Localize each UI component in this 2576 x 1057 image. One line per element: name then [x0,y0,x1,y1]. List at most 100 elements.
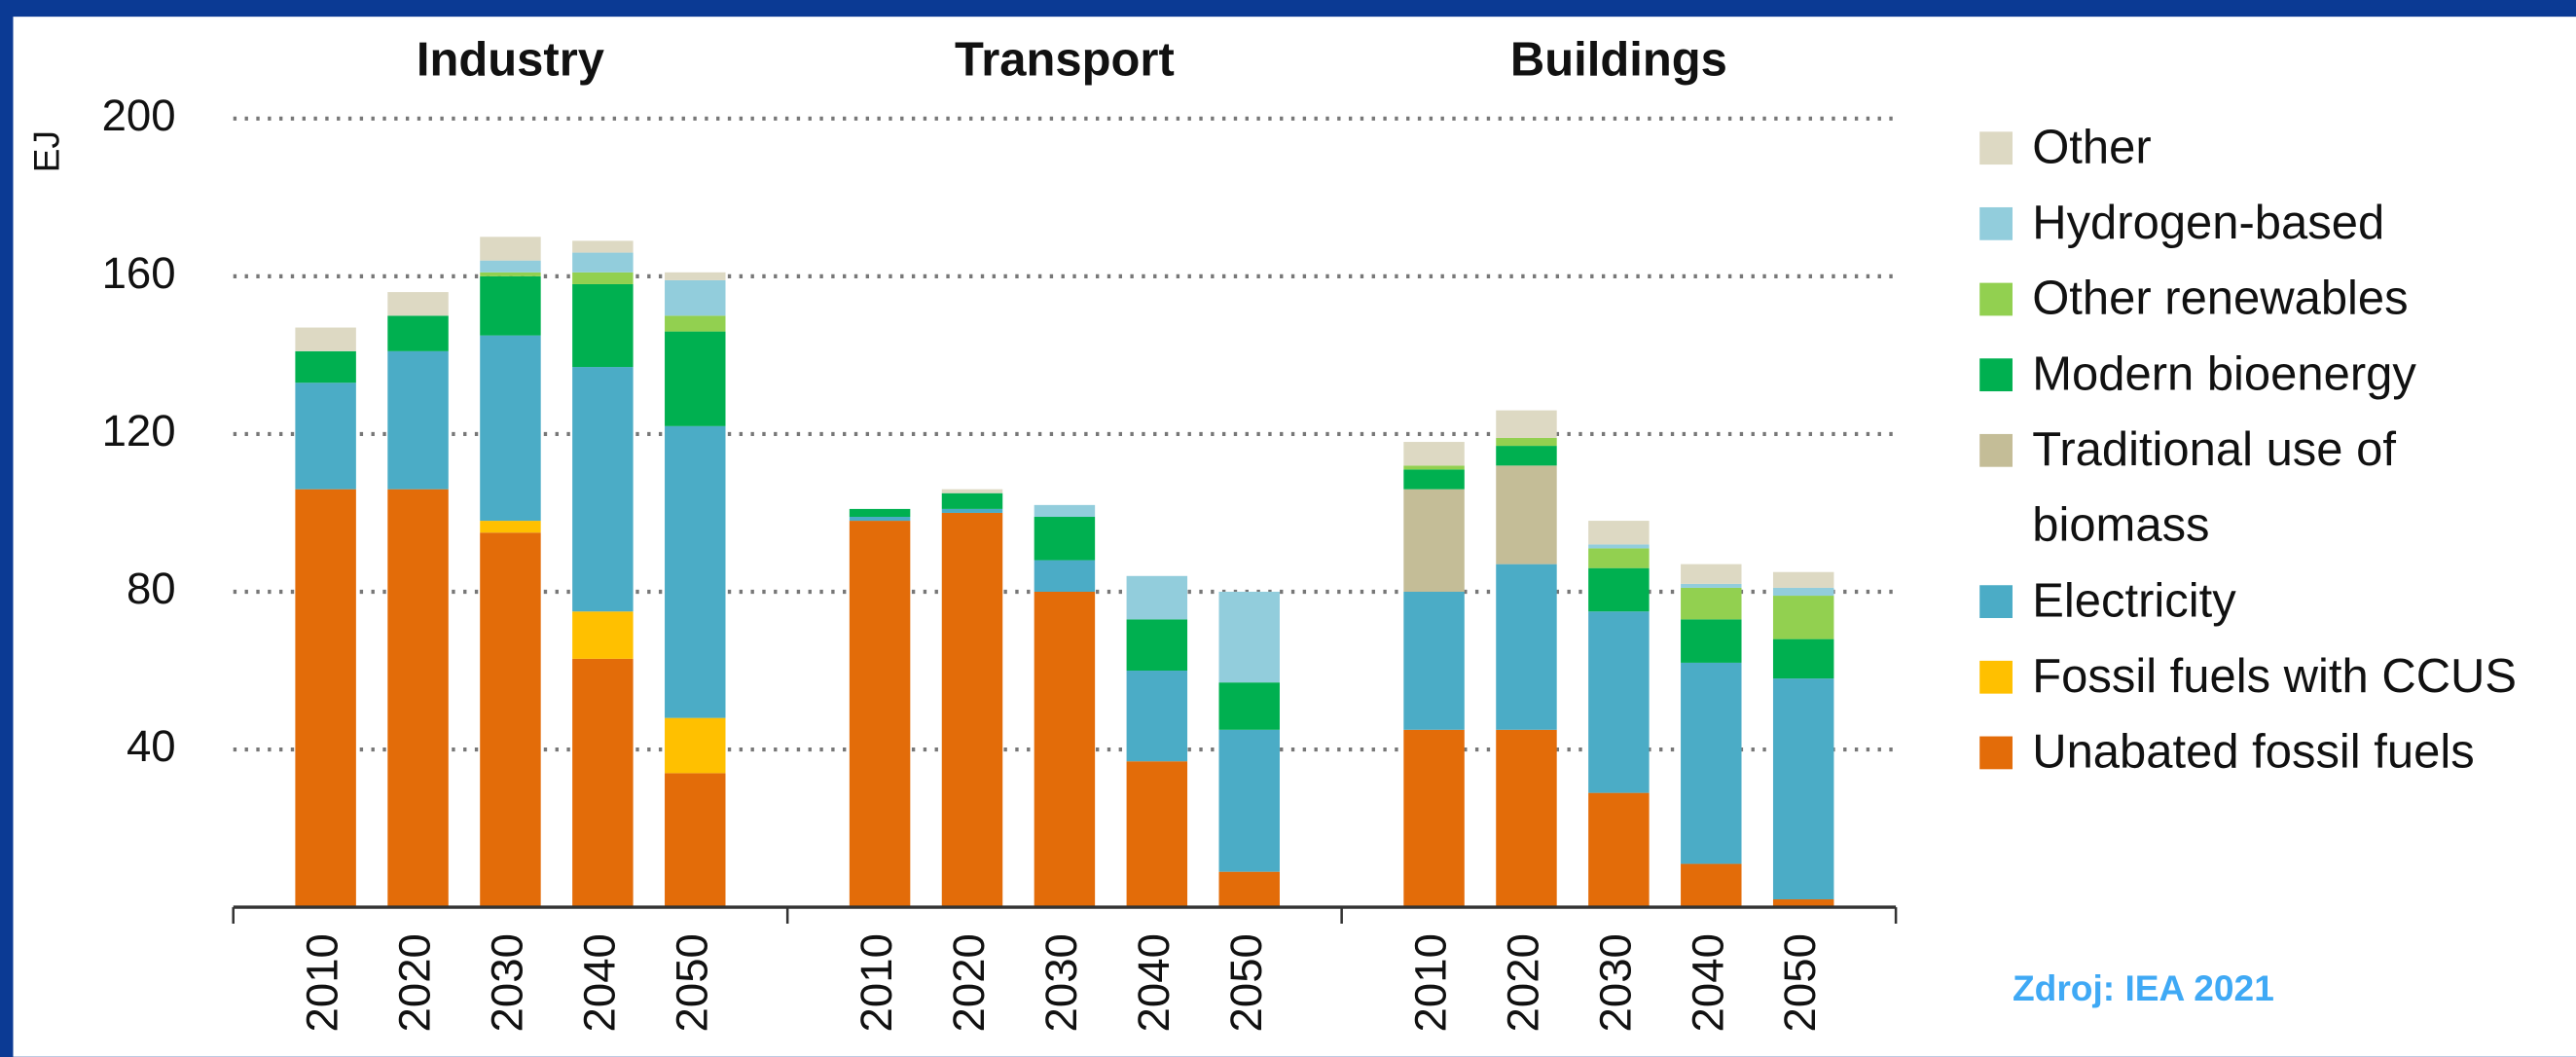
x-tick-label: 2020 [944,933,994,1032]
bar-segment [480,275,541,336]
legend-item: Unabated fossil fuels [2032,726,2475,780]
legend-label: Traditional use of biomass [2032,423,2396,553]
bar-segment [295,350,356,383]
legend-label: Electricity [2032,575,2236,629]
bar-segment [1496,465,1557,565]
legend-swatch [1979,736,2013,770]
legend-label: Fossil fuels with CCUS [2032,650,2518,704]
bar-segment [1772,678,1834,900]
legend-label: Modern bioenergy [2032,348,2416,402]
bar-segment [295,383,356,490]
bar-segment [665,279,726,316]
bar-segment [387,292,449,316]
bar-segment [1588,611,1650,793]
legend-item: Fossil fuels with CCUS [2032,650,2518,704]
bar-segment [1403,442,1465,466]
bar-segment [1588,567,1650,612]
y-axis-label: EJ [25,130,66,172]
bar-segment [665,717,726,774]
x-tick-label: 2030 [1036,933,1086,1032]
bar-segment [480,260,541,273]
bar-segment [572,252,634,273]
bar-segment [1126,671,1188,762]
bar-segment [1588,544,1650,549]
x-tick-label: 2040 [574,933,624,1032]
bar-segment [665,425,726,718]
x-tick-label: 2050 [1221,933,1271,1032]
legend-item: Other [2032,122,2152,175]
legend-item: Hydrogen-based [2032,198,2384,250]
y-tick-label: 200 [102,91,176,140]
bar-segment [941,512,1003,908]
bar-segment [665,272,726,280]
group-title: Buildings [1510,33,1727,86]
x-tick-label: 2030 [1590,933,1640,1032]
bar-segment [1034,504,1096,518]
legend-swatch [1979,585,2013,619]
bar-segment [480,521,541,533]
bar-segment [572,611,634,659]
bar-segment [1218,729,1280,872]
bar-segment [572,367,634,612]
legend-label: Other renewables [2032,273,2409,326]
bar-segment [387,315,449,351]
bar-segment [480,532,541,908]
bar-segment [480,272,541,276]
bar-segment [1496,437,1557,447]
bar-segment [572,283,634,368]
bar-segment [1772,638,1834,679]
bar-segment [480,237,541,261]
bar-segment [1403,489,1465,592]
bar-segment [1496,564,1557,730]
bar-segment [295,327,356,351]
legend-swatch [1979,433,2013,467]
bar-segment [1403,465,1465,470]
bar-segment [849,508,911,518]
bar-segment [1034,591,1096,908]
legend-label: Unabated fossil fuels [2032,726,2475,780]
bar-segment [1681,564,1742,584]
bar-segment [1126,761,1188,908]
bar-segment [387,489,449,908]
bar-segment [1772,899,1834,908]
bar-segment [1218,591,1280,683]
bar-segment [1681,587,1742,620]
legend-item: Other renewables [2032,273,2409,326]
bar-segment [572,658,634,908]
x-tick-label: 2030 [482,933,531,1032]
y-tick-label: 160 [102,248,176,298]
bar-segment [849,521,911,908]
x-tick-label: 2040 [1129,933,1179,1032]
x-tick-label: 2050 [667,933,716,1032]
bar-segment [1681,619,1742,663]
bar-segment [1126,619,1188,672]
x-tick-label: 2020 [1498,933,1547,1032]
bar-segment [1588,792,1650,908]
bar-segment [387,350,449,490]
bar-segment [1403,729,1465,908]
bar-segment [941,508,1003,513]
y-tick-label: 120 [102,406,176,456]
legend-swatch [1979,131,2013,165]
bar-segment [1681,863,1742,908]
legend-item: Modern bioenergy [2032,348,2416,402]
bar-segment [665,315,726,332]
bar-segment [1772,571,1834,588]
legend-label: Other [2032,122,2152,175]
bar-segment [665,773,726,908]
x-tick-label: 2020 [390,933,440,1032]
bar-segment [1218,682,1280,730]
bar-segment [572,240,634,253]
source: Zdroj: IEA 2021 [2013,967,2274,1008]
x-tick-label: 2040 [1683,933,1732,1032]
legend-swatch [1979,206,2013,240]
bar-segment [1588,521,1650,545]
legend-swatch [1979,660,2013,694]
bar-segment [1126,575,1188,620]
group-title: Industry [417,33,604,86]
bar-segment [1403,591,1465,730]
legend-item: Traditional use of biomass [2032,423,2396,553]
bar-segment [941,492,1003,509]
